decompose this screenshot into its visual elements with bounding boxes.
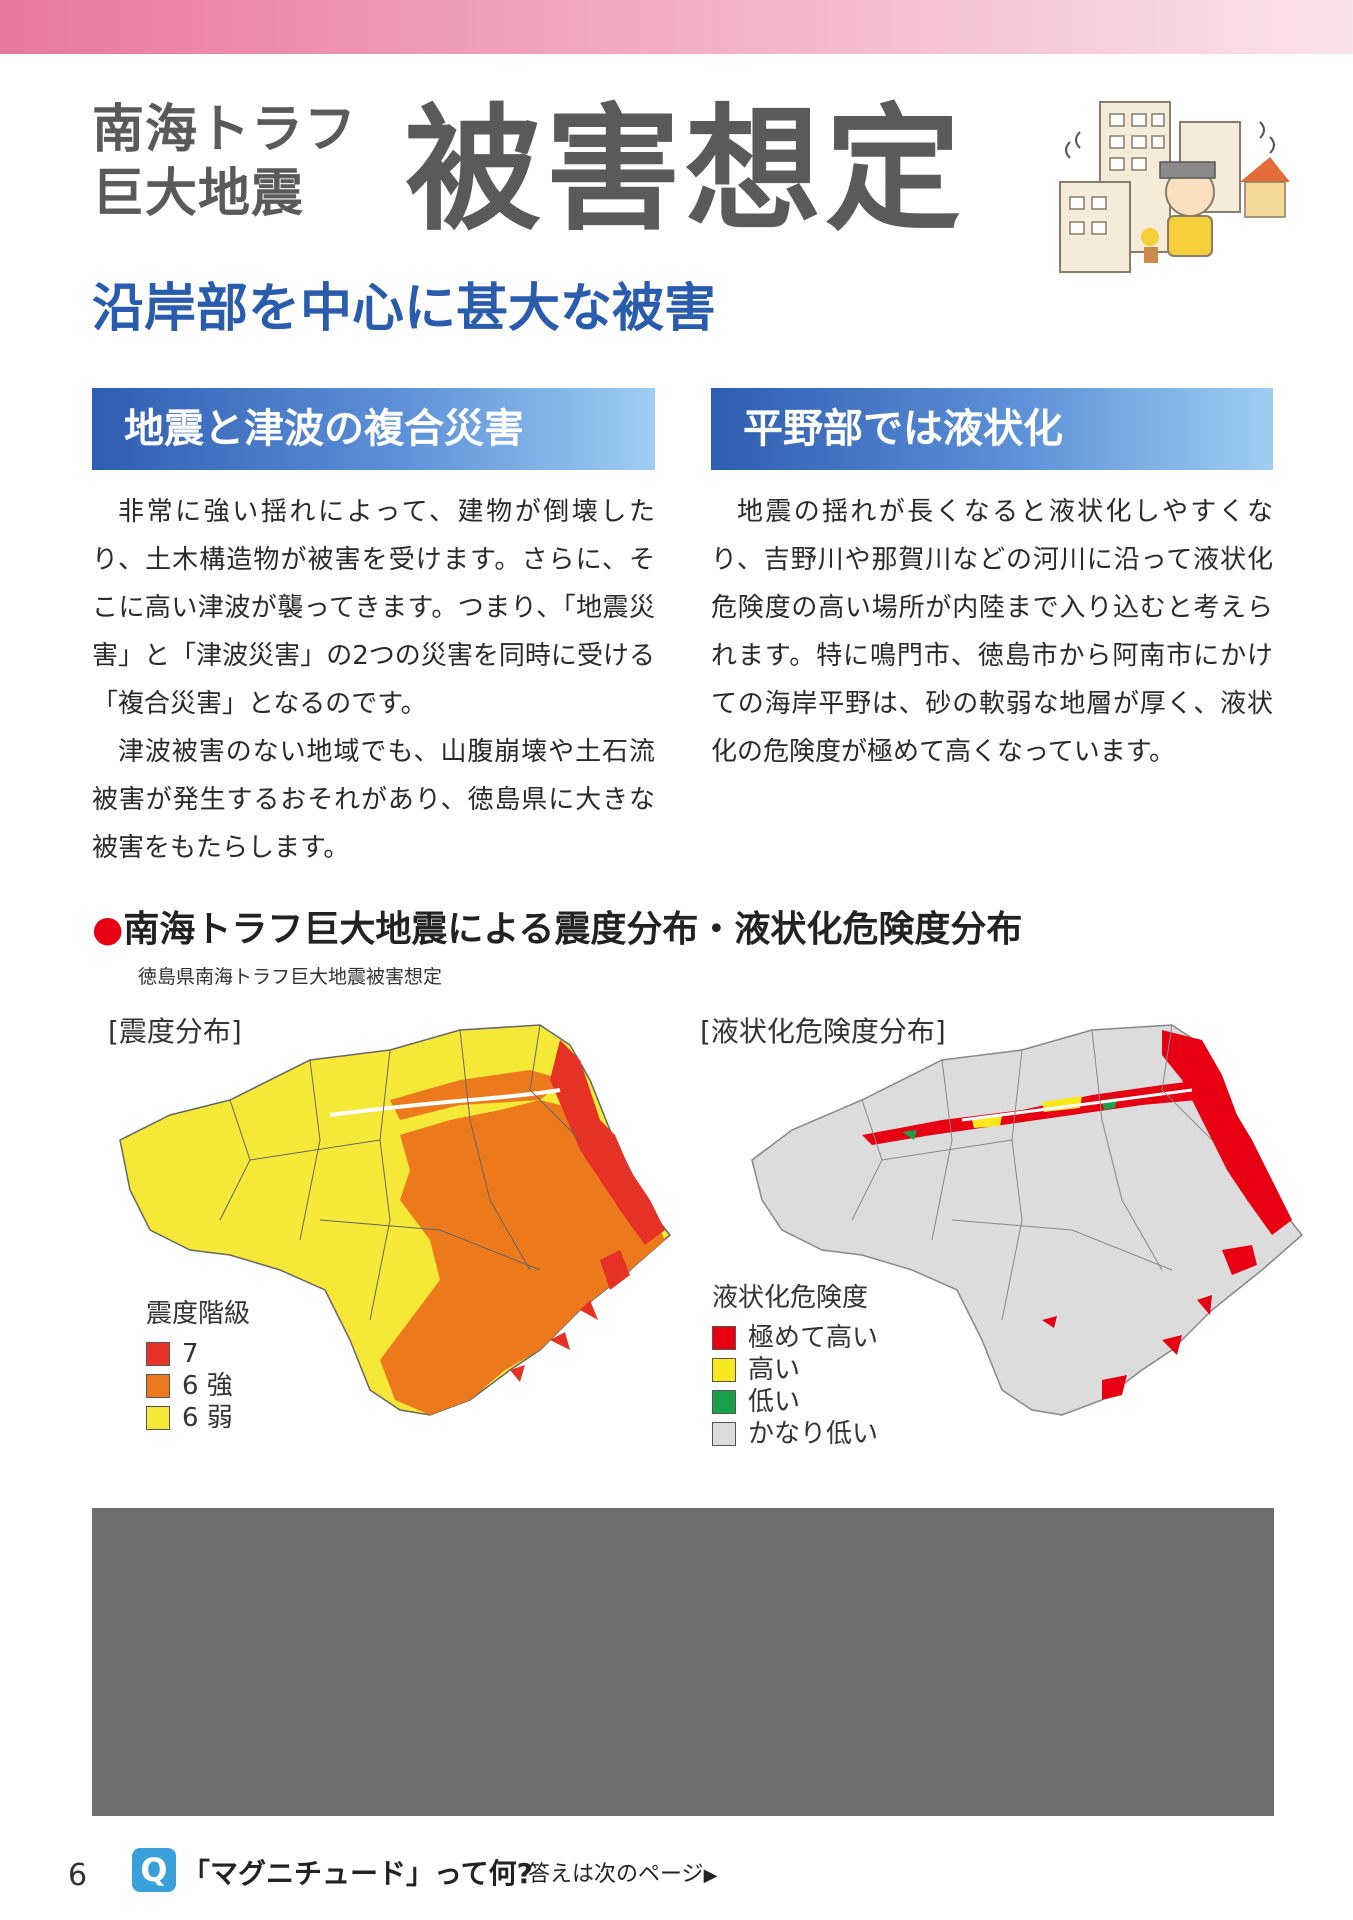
section-heading-earthquake-tsunami: 地震と津波の複合災害 (92, 388, 655, 470)
seismic-map-label: [震度分布] (108, 1015, 242, 1048)
liquefaction-map-label: [液状化危険度分布] (700, 1015, 946, 1048)
river-line (961, 1088, 1193, 1122)
page-title: 被害想定 (405, 92, 965, 250)
legend-label: 6 強 (182, 1371, 233, 1401)
paragraph: 津波被害のない地域でも、山腹崩壊や土石流被害が発生するおそれがあり、徳島県に大き… (92, 737, 655, 863)
redacted-gray-panel (92, 1508, 1274, 1816)
legend-item: 6 弱 (146, 1402, 250, 1434)
region-extremely-high (1042, 1245, 1257, 1400)
legend-item: 極めて高い (712, 1322, 878, 1354)
legend-swatch (712, 1390, 736, 1414)
section-body-liquefaction: 地震の揺れが長くなると液状化しやすくなり、吉野川や那賀川などの河川に沿って液状化… (711, 488, 1273, 776)
subtitle: 沿岸部を中心に甚大な被害 (92, 279, 717, 339)
legend-title: 液状化危険度 (712, 1283, 869, 1313)
legend-label: 高い (748, 1355, 801, 1385)
liquefaction-legend: 液状化危険度 極めて高い 高い 低い かなり低い (712, 1282, 878, 1450)
legend-label: 低い (748, 1387, 801, 1417)
municipal-borders (851, 1024, 1213, 1321)
question-icon: Q (132, 1848, 176, 1892)
region-7 (550, 1040, 665, 1245)
paragraph: 地震の揺れが長くなると液状化しやすくなり、吉野川や那賀川などの河川に沿って液状化… (711, 497, 1273, 767)
quiz-question: 「マグニチュード」って何? (182, 1857, 533, 1890)
map-heading-text: 南海トラフ巨大地震による震度分布・液状化危険度分布 (123, 909, 1023, 950)
section-heading-liquefaction: 平野部では液状化 (711, 388, 1273, 470)
legend-swatch (712, 1326, 736, 1350)
legend-label: 極めて高い (748, 1323, 879, 1353)
section-body-earthquake-tsunami: 非常に強い揺れによって、建物が倒壊したり、土木構造物が被害を受けます。さらに、そ… (92, 488, 655, 872)
legend-item: 高い (712, 1354, 878, 1386)
title-line-2: 巨大地震 (92, 164, 305, 224)
answer-hint-text: 答えは次のページ (528, 1862, 704, 1887)
map-section-heading: ●南海トラフ巨大地震による震度分布・液状化危険度分布 (92, 906, 1022, 954)
legend-item: 7 (146, 1338, 250, 1370)
legend-item: 低い (712, 1386, 878, 1418)
legend-label: かなり低い (748, 1419, 879, 1449)
region-very-low (751, 1024, 1304, 1416)
red-dot-bullet: ● (92, 909, 124, 950)
legend-swatch (146, 1374, 170, 1398)
legend-item: かなり低い (712, 1418, 878, 1450)
region-7 (510, 1250, 630, 1382)
legend-swatch (146, 1342, 170, 1366)
legend-swatch (712, 1358, 736, 1382)
legend-label: 7 (182, 1339, 199, 1369)
answer-hint: 答えは次のページ▶ (528, 1856, 717, 1888)
title-line-1: 南海トラフ (92, 100, 358, 160)
title-small: 南海トラフ 巨大地震 (92, 98, 422, 226)
region-high (972, 1096, 1082, 1128)
top-pink-band (0, 0, 1353, 54)
region-6-strong (390, 1070, 565, 1120)
legend-label: 6 弱 (182, 1403, 233, 1433)
liquefaction-risk-map (751, 1024, 1304, 1416)
legend-swatch (146, 1406, 170, 1430)
river-line (329, 1088, 561, 1117)
seismic-legend: 震度階級 7 6 強 6 弱 (146, 1298, 250, 1434)
page-number: 6 (68, 1858, 88, 1893)
earthquake-illustration (1059, 101, 1290, 273)
paragraph: 非常に強い揺れによって、建物が倒壊したり、土木構造物が被害を受けます。さらに、そ… (92, 497, 655, 719)
map-source: 徳島県南海トラフ巨大地震被害想定 (138, 966, 443, 988)
municipal-borders (219, 1024, 581, 1321)
legend-item: 6 強 (146, 1370, 250, 1402)
seismic-intensity-map (119, 1024, 672, 1416)
legend-swatch (712, 1422, 736, 1446)
arrow-right-icon: ▶ (703, 1865, 718, 1886)
legend-title: 震度階級 (146, 1299, 251, 1329)
